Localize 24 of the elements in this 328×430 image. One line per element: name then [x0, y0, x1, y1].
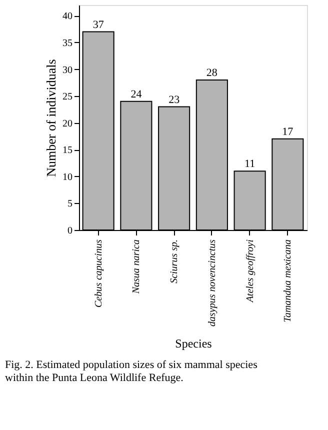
y-tick-label: 25: [62, 92, 72, 103]
caption: Fig. 2. Estimated population sizes of six mammal species within the Punta Leona Wildlife Refuge.: [5, 358, 258, 384]
x-axis-title: Species: [175, 336, 212, 350]
x-tick-label: Tamandua mexicana: [282, 240, 294, 322]
y-tick-label: 40: [62, 11, 72, 22]
y-tick-label: 20: [62, 118, 72, 130]
y-tick-label: 10: [62, 172, 72, 183]
y-tick-label: 15: [62, 145, 72, 156]
y-tick-label: 35: [62, 38, 72, 49]
x-tick-label: Sciurus sp.: [169, 240, 180, 284]
data-label: 24: [130, 88, 142, 100]
x-tick-label: Cebus capucinus: [93, 239, 104, 308]
data-label: 37: [92, 18, 104, 31]
data-label: 17: [282, 126, 294, 138]
data-label: 11: [244, 158, 256, 170]
y-tick-label: 0: [68, 226, 72, 236]
y-axis-title: Number of individuals: [44, 59, 58, 177]
y-tick-label: 30: [62, 64, 72, 76]
data-label: 23: [168, 94, 180, 106]
x-tick-label: Nasua narica: [131, 240, 142, 295]
data-label: 28: [206, 67, 218, 79]
x-tick-label: Ateles geoffroyi: [244, 239, 256, 304]
y-tick-label: 5: [68, 198, 72, 210]
x-tick-label: dasypus novencinctus: [206, 239, 218, 326]
